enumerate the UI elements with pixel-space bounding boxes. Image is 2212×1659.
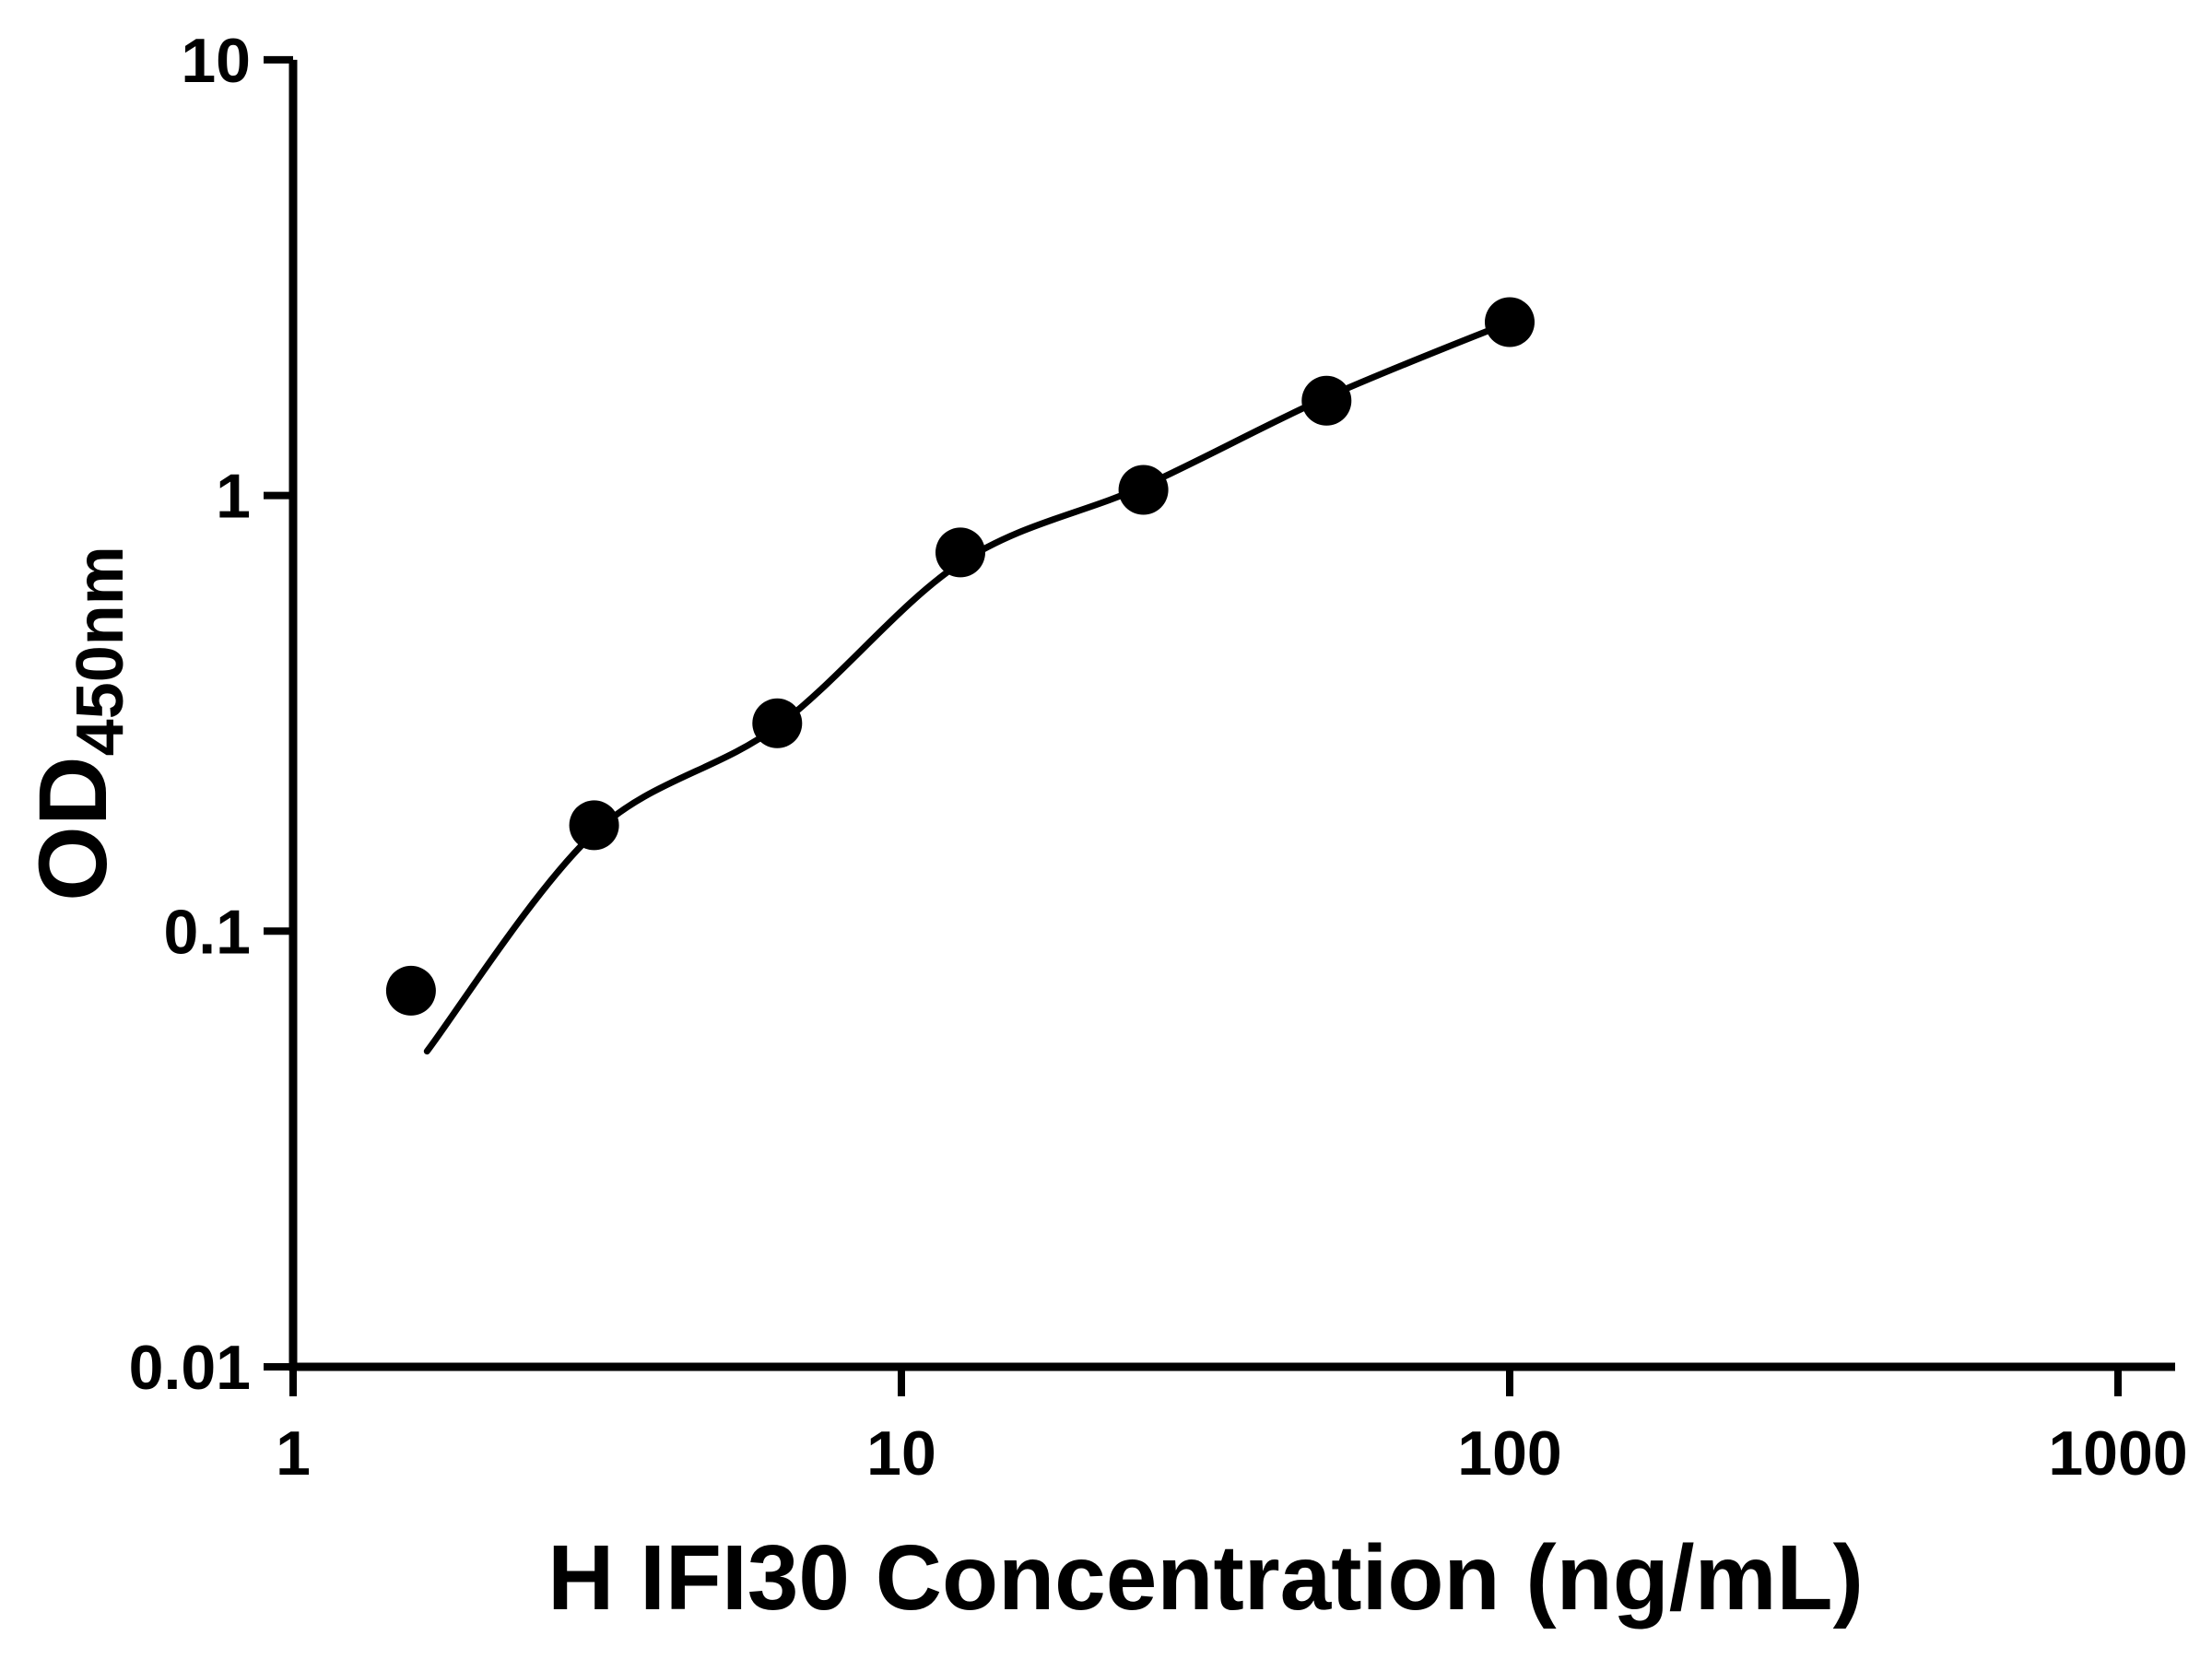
y-tick-label: 0.1: [163, 897, 251, 967]
x-tick-label: 1000: [2048, 1418, 2187, 1488]
x-axis-title: H IFI30 Concentration (ng/mL): [547, 1526, 1864, 1630]
y-axis-title: OD450nm: [18, 546, 138, 901]
fit-curve-line: [423, 319, 1513, 1055]
data-point: [1118, 465, 1169, 515]
data-point: [569, 800, 619, 851]
y-tick-label: 10: [181, 26, 251, 96]
y-axis-title-main: OD: [19, 756, 127, 901]
data-point: [1301, 375, 1352, 426]
data-point: [385, 965, 436, 1016]
x-tick-label: 1: [276, 1418, 311, 1488]
y-tick-label: 0.01: [129, 1333, 251, 1403]
data-point: [1485, 297, 1535, 347]
x-tick-label: 100: [1457, 1418, 1561, 1488]
data-point: [752, 698, 803, 748]
data-point: [935, 527, 985, 578]
y-axis-title-subscript: 450nm: [64, 546, 137, 757]
y-tick-label: 1: [216, 462, 251, 532]
x-tick-label: 10: [866, 1418, 936, 1488]
